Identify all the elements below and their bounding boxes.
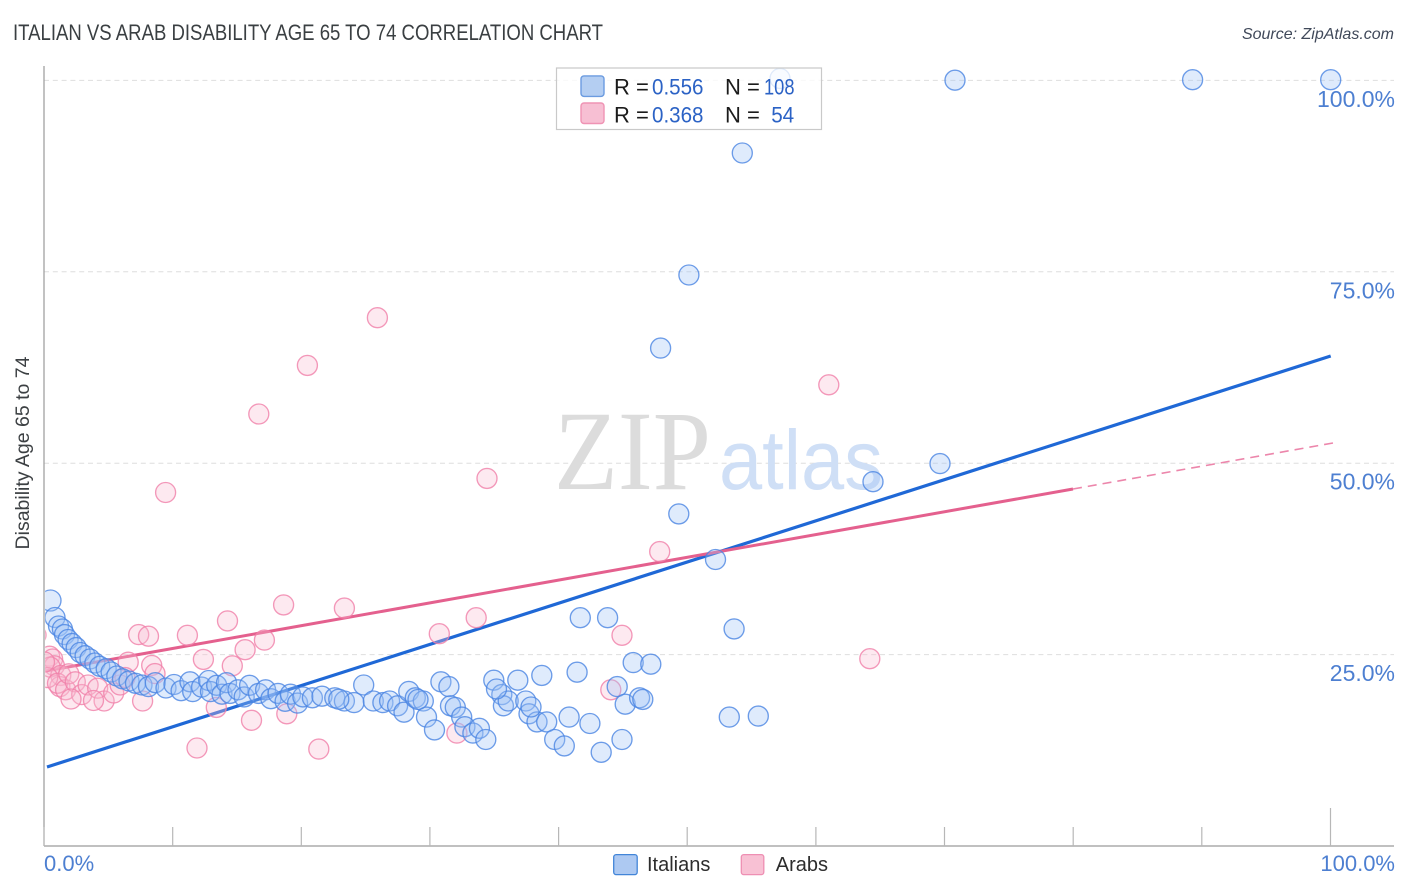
svg-text:Source: ZipAtlas.com: Source: ZipAtlas.com: [1242, 26, 1394, 43]
svg-text:Arabs: Arabs: [776, 854, 828, 876]
svg-text:50.0%: 50.0%: [1330, 469, 1395, 495]
svg-text:Disability Age 65 to 74: Disability Age 65 to 74: [12, 356, 34, 549]
svg-text:25.0%: 25.0%: [1330, 660, 1395, 686]
svg-text:N =: N =: [725, 75, 760, 100]
svg-text:R =: R =: [614, 75, 649, 100]
svg-text:75.0%: 75.0%: [1330, 277, 1395, 303]
svg-text:Italians: Italians: [647, 854, 710, 876]
svg-text:108: 108: [764, 75, 795, 100]
svg-text:0.368: 0.368: [652, 102, 704, 127]
svg-text:ZIP: ZIP: [554, 389, 711, 514]
svg-text:0.0%: 0.0%: [44, 851, 94, 876]
svg-text:atlas: atlas: [719, 413, 883, 507]
svg-text:R =: R =: [614, 102, 649, 127]
svg-text:0.556: 0.556: [652, 75, 704, 100]
svg-text:ITALIAN VS ARAB DISABILITY AGE: ITALIAN VS ARAB DISABILITY AGE 65 TO 74 …: [13, 20, 603, 45]
svg-text:100.0%: 100.0%: [1320, 851, 1395, 876]
svg-text:54: 54: [771, 102, 794, 127]
svg-text:N =: N =: [725, 102, 760, 127]
svg-text:100.0%: 100.0%: [1317, 86, 1395, 112]
